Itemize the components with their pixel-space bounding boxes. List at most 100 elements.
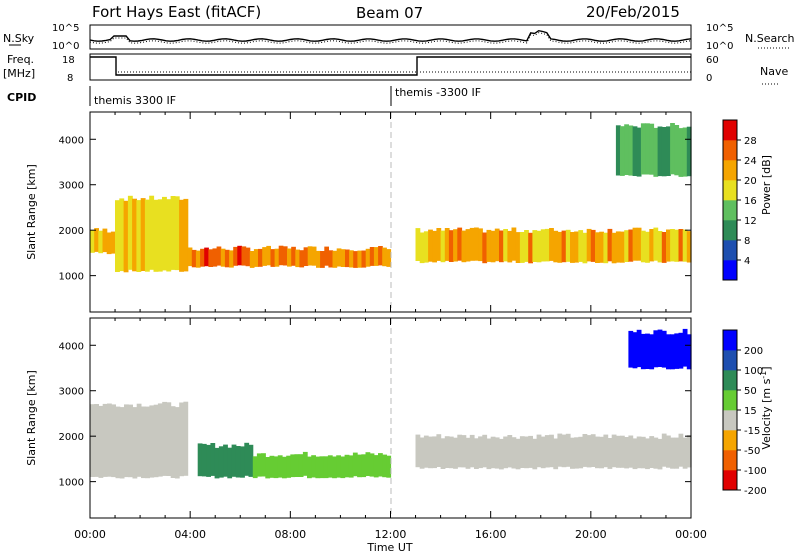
colorbar-tick-label: 15 — [744, 406, 757, 417]
power-echo-cell — [590, 229, 596, 262]
colorbar-segment — [723, 140, 737, 161]
power-echo-cell — [661, 232, 667, 263]
velocity-echo-cell — [428, 436, 433, 469]
power-echo-cell — [320, 251, 325, 268]
power-echo-cell — [532, 230, 538, 262]
velocity-echo-cell — [166, 402, 172, 476]
frequency-panel: Freq. [MHz] 18 8 60 0 Nave — [3, 53, 788, 85]
velocity-echo-cell — [136, 403, 142, 477]
velocity-echo-cell — [519, 436, 525, 468]
velocity-echo-cell — [645, 438, 650, 470]
velocity-echo-cell — [277, 455, 283, 478]
velocity-echo-cell — [132, 407, 138, 479]
velocity-echo-cell — [162, 401, 167, 476]
velocity-echo-cell — [670, 437, 675, 469]
power-echo-cell — [640, 230, 646, 263]
velocity-echo-cell — [369, 453, 375, 477]
power-echo-cell — [349, 250, 354, 268]
velocity-echo-cell — [415, 434, 421, 468]
power-echo-cell — [544, 228, 550, 262]
velocity-echo-cell — [436, 434, 442, 467]
x-tick-labels: 00:00 04:00 08:00 12:00 16:00 20:00 00:00 — [74, 528, 707, 541]
x-tick-label: 00:00 — [675, 528, 707, 541]
velocity-echo-cell — [352, 452, 358, 477]
velocity-echo-cell — [540, 436, 546, 469]
velocity-echo-cell — [653, 330, 659, 368]
velocity-colorbar-label-main: Velocity [m s — [760, 378, 773, 449]
velocity-echo-cell — [252, 456, 258, 479]
power-echo-cell — [278, 245, 284, 266]
power-panel: 4000 3000 2000 1000 Slant Range [km] 28 24 20… — [25, 111, 773, 313]
velocity-echo-cell — [286, 455, 291, 478]
power-echo-cell — [620, 126, 625, 176]
power-echo-cell — [110, 231, 116, 254]
velocity-echo-cell — [528, 435, 533, 468]
velocity-echo-cell — [615, 435, 621, 468]
power-echo-cell — [611, 232, 617, 264]
velocity-echo-cell — [361, 454, 367, 478]
power-echo-cell — [561, 230, 567, 263]
velocity-echo-cell — [620, 435, 625, 468]
power-echo-cell — [653, 227, 659, 261]
power-echo-cell — [419, 232, 425, 264]
power-echo-cell — [262, 247, 267, 266]
velocity-echo-cell — [145, 406, 150, 479]
power-echo-cell — [291, 246, 296, 266]
velocity-colorbar-label-sup: -1 — [759, 371, 768, 379]
velocity-echo-cell — [607, 438, 613, 469]
power-echo-cell — [386, 249, 392, 267]
velocity-echo-cell — [582, 434, 588, 467]
velocity-echo-cell — [595, 436, 600, 469]
freq-left-label-1: Freq. — [7, 53, 34, 66]
velocity-echo-cell — [682, 328, 688, 367]
power-echo-cell — [324, 246, 329, 266]
velocity-echo-cell — [119, 407, 125, 479]
nave-label: Nave — [760, 65, 788, 78]
velocity-echo-cell — [503, 436, 508, 469]
y-tick-label: 4000 — [59, 341, 84, 352]
power-echo-cell — [632, 126, 638, 176]
velocity-echo-cell — [507, 435, 513, 468]
power-echo-cell — [208, 249, 214, 267]
velocity-echo-cell — [378, 453, 383, 477]
velocity-echo-cell — [474, 438, 479, 469]
power-echo-cell — [494, 228, 500, 262]
power-echo-cell — [191, 249, 197, 268]
power-echo-cell — [670, 229, 675, 262]
power-echo-cell — [295, 249, 300, 268]
velocity-echo-cell — [102, 403, 108, 477]
colorbar-segment — [723, 260, 737, 281]
colorbar-tick-label: 100 — [744, 366, 763, 377]
velocity-echo-cell — [124, 404, 129, 478]
velocity-echo-cell — [115, 406, 121, 479]
colorbar-segment — [723, 430, 737, 451]
colorbar-tick-label: -100 — [744, 466, 767, 477]
x-tick-label: 08:00 — [274, 528, 306, 541]
velocity-echo-cell — [636, 436, 642, 469]
freq-left-tick-bottom: 8 — [67, 73, 73, 84]
power-echo-cell — [428, 229, 433, 262]
velocity-echo-cell — [261, 453, 266, 477]
power-echo-cell — [666, 126, 671, 176]
power-echo-cell — [245, 247, 251, 267]
velocity-echo-cell — [332, 456, 337, 479]
velocity-echo-cell — [553, 438, 559, 470]
power-echo-cell — [123, 200, 129, 273]
power-echo-cell — [345, 249, 350, 268]
power-echo-cell — [549, 228, 554, 261]
power-echo-cell — [657, 231, 663, 263]
power-echo-cell — [361, 250, 367, 268]
colorbar-tick-label: 50 — [744, 386, 757, 397]
velocity-echo-cell — [290, 454, 296, 478]
velocity-echo-cell — [340, 456, 346, 479]
velocity-echo-cell — [465, 437, 471, 469]
colorbar-segment — [723, 160, 737, 181]
power-echo-cell — [536, 230, 542, 263]
velocity-echo-cell — [544, 435, 550, 468]
colorbar-segment — [723, 450, 737, 471]
power-echo-bands — [90, 123, 692, 273]
velocity-echo-cell — [302, 451, 308, 476]
velocity-echo-cell — [628, 330, 634, 368]
velocity-echo-cell — [336, 455, 341, 478]
